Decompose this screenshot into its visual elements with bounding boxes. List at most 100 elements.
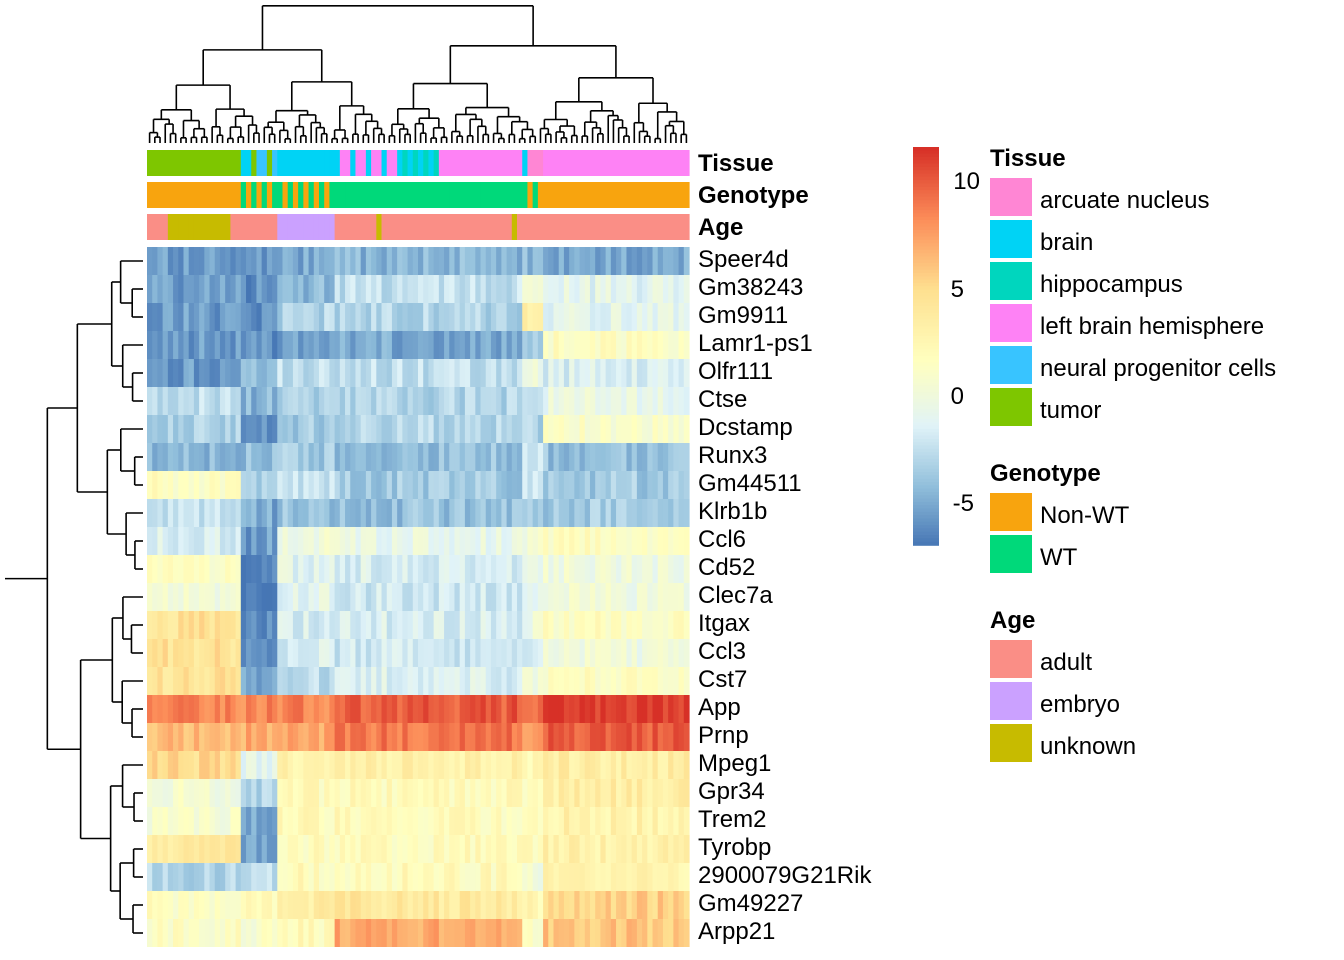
heatmap-cell [668, 303, 674, 331]
heatmap-cell [496, 583, 502, 611]
heatmap-cell [272, 835, 278, 863]
heatmap-cell [532, 527, 539, 555]
heatmap-cell [683, 863, 690, 891]
heatmap-cell [480, 443, 487, 471]
heatmap-cell [485, 667, 492, 695]
heatmap-cell [485, 303, 492, 331]
heatmap-cell [397, 527, 403, 555]
heatmap-cell [595, 919, 601, 947]
heatmap-cell [209, 499, 216, 527]
heatmap-cell [475, 779, 482, 807]
heatmap-cell [261, 359, 268, 387]
heatmap-cells [147, 247, 690, 947]
heatmap-cell [345, 919, 351, 947]
heatmap-cell [418, 275, 424, 303]
annotation-cell-genotype [407, 182, 414, 208]
heatmap-cell [318, 779, 325, 807]
heatmap-cell [454, 387, 461, 415]
annotation-cell-genotype [668, 182, 674, 208]
heatmap-cell [225, 247, 231, 275]
heatmap-cell [188, 723, 195, 751]
heatmap-cell [199, 779, 205, 807]
heatmap-cell [188, 807, 195, 835]
heatmap-cell [543, 639, 549, 667]
heatmap-cell [272, 331, 278, 359]
annotation-cell-tissue [548, 150, 555, 176]
heatmap-cell [673, 751, 680, 779]
heatmap-cell [662, 779, 669, 807]
heatmap-cell [517, 891, 523, 919]
colorbar-segment [913, 170, 939, 175]
heatmap-cell [657, 359, 664, 387]
heatmap-cell [292, 471, 299, 499]
heatmap-cell [188, 583, 195, 611]
heatmap-cell [152, 639, 159, 667]
heatmap-cell [569, 387, 575, 415]
annotation-cell-age [522, 214, 529, 240]
heatmap-cell [266, 415, 273, 443]
heatmap-cell [407, 611, 414, 639]
heatmap-cell [240, 443, 247, 471]
heatmap-cell [433, 415, 440, 443]
heatmap-cell [188, 303, 195, 331]
heatmap-cell [199, 527, 205, 555]
annotation-cell-age [616, 214, 622, 240]
heatmap-cell [318, 807, 325, 835]
heatmap-cell [480, 807, 487, 835]
heatmap-cell [204, 387, 211, 415]
heatmap-cell [517, 275, 523, 303]
heatmap-cell [371, 611, 377, 639]
heatmap-cell [157, 499, 164, 527]
heatmap-cell [527, 275, 534, 303]
heatmap-cell [173, 835, 179, 863]
heatmap-cell [511, 331, 518, 359]
heatmap-cell [157, 863, 164, 891]
heatmap-cell [579, 387, 586, 415]
heatmap-cell [251, 275, 258, 303]
heatmap-cell [308, 807, 315, 835]
heatmap-cell [152, 359, 159, 387]
heatmap-cell [616, 359, 622, 387]
annotation-cell-age [621, 214, 628, 240]
heatmap-cell [173, 807, 179, 835]
annotation-cell-genotype [204, 182, 211, 208]
heatmap-cell [303, 275, 310, 303]
heatmap-cell [459, 527, 466, 555]
heatmap-cell [480, 835, 487, 863]
heatmap-cell [584, 611, 591, 639]
heatmap-cell [631, 611, 638, 639]
heatmap-cell [152, 919, 159, 947]
heatmap-cell [324, 807, 330, 835]
heatmap-cell [584, 247, 591, 275]
heatmap-cell [167, 359, 174, 387]
heatmap-cell [407, 723, 414, 751]
heatmap-cell [381, 359, 388, 387]
heatmap-cell [673, 863, 680, 891]
heatmap-cell [527, 415, 534, 443]
heatmap-cell [543, 891, 549, 919]
heatmap-cell [449, 835, 456, 863]
colorbar-segment [913, 269, 939, 274]
heatmap-cell [147, 835, 153, 863]
annotation-cell-genotype [381, 182, 388, 208]
heatmap-cell [673, 919, 680, 947]
annotation-cell-genotype [683, 182, 690, 208]
heatmap-cell [193, 471, 200, 499]
heatmap-cell [256, 667, 263, 695]
heatmap-cell [501, 499, 508, 527]
heatmap-cell [496, 835, 502, 863]
heatmap-cell [230, 499, 237, 527]
heatmap-cell [397, 723, 403, 751]
annotation-cell-genotype [193, 182, 200, 208]
colorbar-segment [913, 521, 939, 526]
heatmap-cell [636, 807, 643, 835]
heatmap-cell [324, 919, 330, 947]
track-label-genotype: Genotype [698, 182, 809, 209]
heatmap-cell [616, 611, 622, 639]
heatmap-cell [402, 387, 409, 415]
heatmap-cell [548, 891, 555, 919]
heatmap-cell [308, 779, 315, 807]
heatmap-cell [167, 919, 174, 947]
heatmap-cell [199, 835, 205, 863]
heatmap-cell [256, 835, 263, 863]
